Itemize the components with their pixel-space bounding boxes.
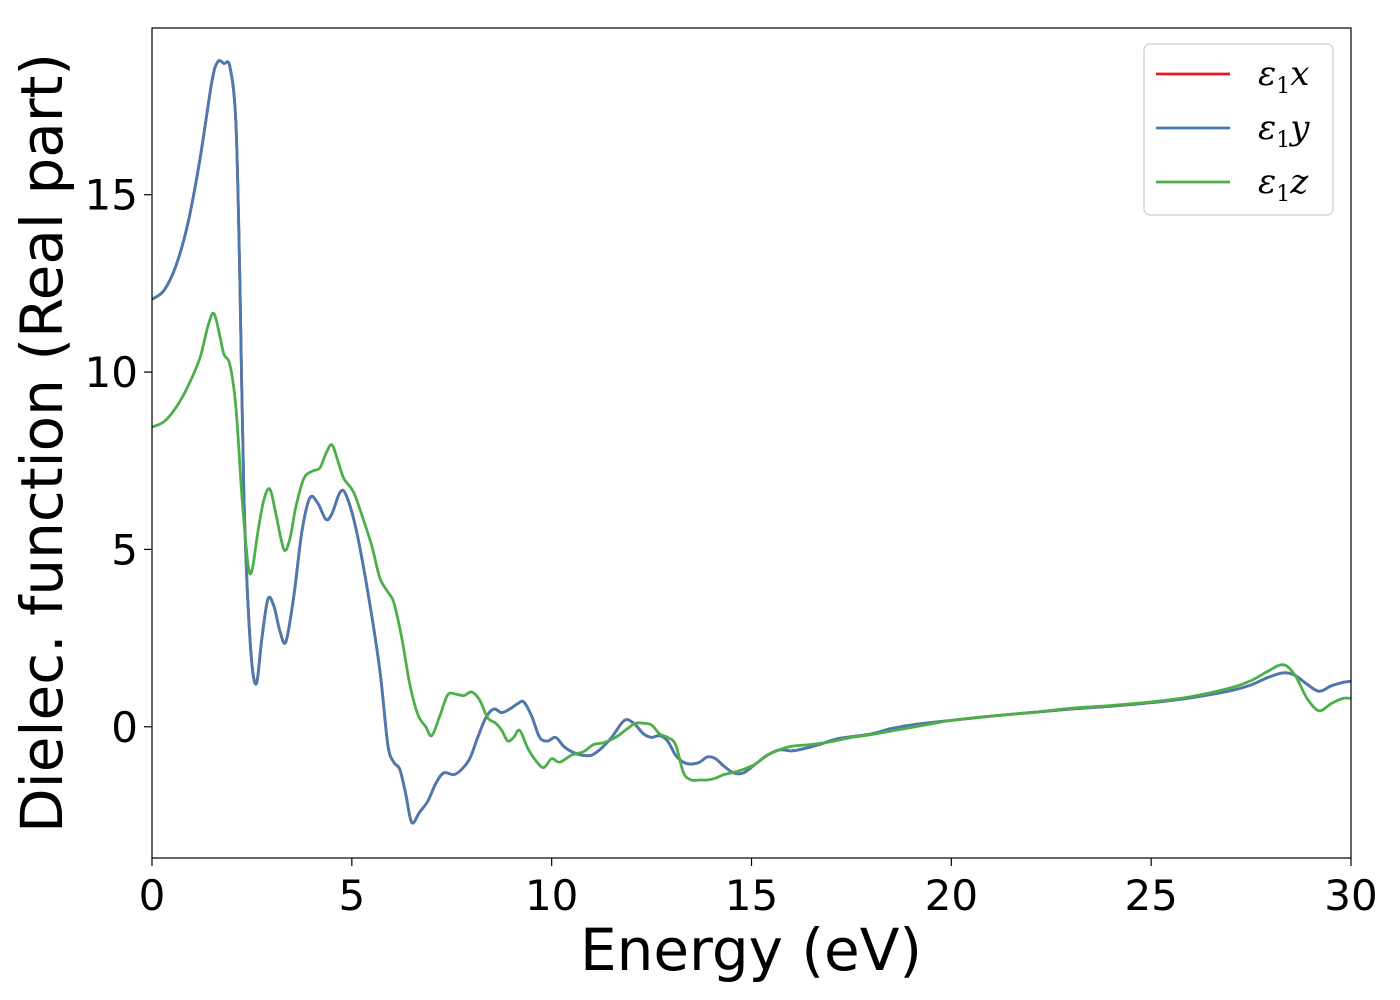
x-tick-label: 25 [1124, 871, 1177, 920]
x-axis: 0 5 10 15 20 25 30 [139, 858, 1378, 920]
y-axis-label: Dielec. function (Real part) [8, 53, 76, 833]
x-axis-label: Energy (eV) [580, 916, 922, 984]
x-tick-label: 30 [1324, 871, 1377, 920]
x-tick-label: 5 [338, 871, 365, 920]
x-tick-label: 15 [725, 871, 778, 920]
legend-label-ε1x: ε1x [1258, 54, 1309, 99]
legend-box [1143, 43, 1334, 216]
series-line-ε1y [152, 59, 1351, 825]
y-tick-label: 0 [111, 703, 138, 752]
legend-label-ε1z: ε1z [1258, 162, 1309, 207]
x-tick-label: 0 [139, 871, 166, 920]
y-tick-label: 5 [111, 525, 138, 574]
legend-label-ε1y: ε1y [1258, 108, 1310, 153]
y-tick-label: 10 [85, 348, 138, 397]
y-axis: 0 5 10 15 [85, 171, 152, 752]
x-tick-label: 20 [925, 871, 978, 920]
series-line-ε1z [152, 311, 1351, 782]
x-tick-label: 10 [525, 871, 578, 920]
y-tick-label: 15 [85, 171, 138, 220]
legend: ε1x ε1y ε1z [1143, 43, 1334, 216]
series-layer [152, 59, 1351, 825]
